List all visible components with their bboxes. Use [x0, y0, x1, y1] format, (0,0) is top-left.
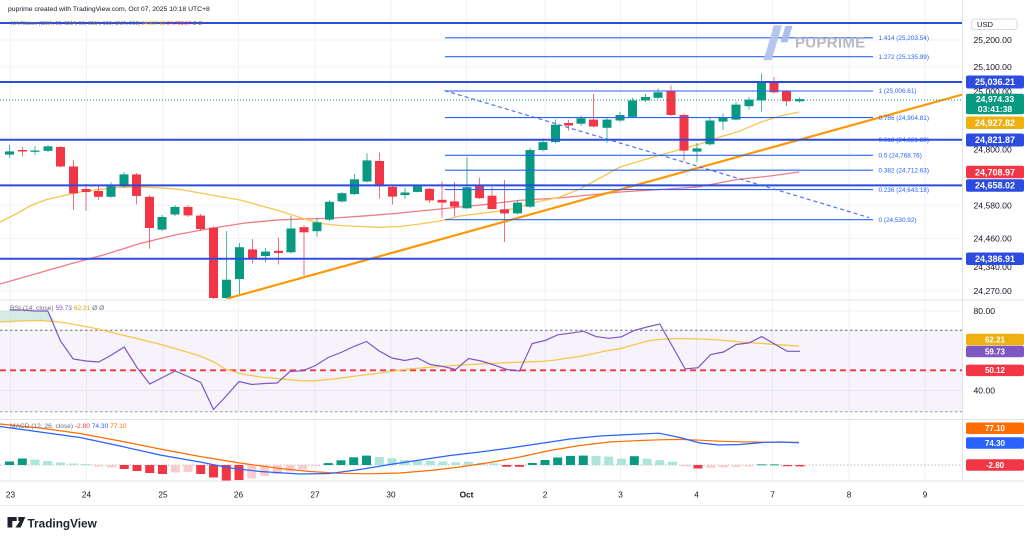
- svg-text:24,340.00: 24,340.00: [974, 262, 1012, 272]
- svg-text:MA Ribbon (SMA, 20, SMA, 50, S: MA Ribbon (SMA, 20, SMA, 50, SMA, 100, S…: [11, 21, 203, 27]
- svg-text:-2.80: -2.80: [986, 461, 1005, 470]
- svg-text:7: 7: [770, 490, 775, 500]
- svg-text:MACD (12, 26, close) -2.80 74.: MACD (12, 26, close) -2.80 74.30 77.10: [10, 423, 127, 430]
- svg-text:24,460.00: 24,460.00: [974, 234, 1012, 244]
- svg-text:23: 23: [6, 490, 16, 500]
- svg-text:40.00: 40.00: [974, 386, 996, 396]
- svg-text:24,708.97: 24,708.97: [975, 167, 1015, 177]
- svg-text:24,386.91: 24,386.91: [975, 254, 1015, 264]
- svg-text:27: 27: [310, 490, 320, 500]
- svg-text:PUPRIME: PUPRIME: [795, 35, 865, 52]
- svg-text:24,580.00: 24,580.00: [974, 200, 1012, 210]
- svg-text:77.10: 77.10: [985, 424, 1006, 433]
- svg-text:25,000.00: 25,000.00: [974, 87, 1012, 97]
- svg-text:2: 2: [543, 490, 548, 500]
- svg-text:74.30: 74.30: [985, 439, 1006, 448]
- svg-text:24,974.33: 24,974.33: [976, 94, 1014, 104]
- svg-text:3: 3: [618, 490, 623, 500]
- svg-text:0.5 (24,768.76): 0.5 (24,768.76): [879, 153, 922, 160]
- svg-text:0 (24,530.92): 0 (24,530.92): [879, 217, 917, 224]
- svg-text:59.73: 59.73: [985, 347, 1006, 356]
- svg-text:puprime created with TradingVi: puprime created with TradingView.com, Oc…: [8, 6, 210, 13]
- svg-text:62.21: 62.21: [985, 335, 1006, 344]
- svg-text:0.236 (24,643.18): 0.236 (24,643.18): [879, 187, 929, 194]
- svg-text:0.786 (24,904.81): 0.786 (24,904.81): [879, 115, 929, 122]
- svg-text:TradingView: TradingView: [28, 517, 98, 531]
- svg-text:24,800.00: 24,800.00: [974, 145, 1012, 155]
- svg-text:24: 24: [82, 490, 92, 500]
- svg-text:USD: USD: [977, 20, 994, 29]
- svg-text:26: 26: [234, 490, 244, 500]
- svg-text:24,658.02: 24,658.02: [975, 181, 1015, 191]
- svg-text:1.414 (25,203.54): 1.414 (25,203.54): [879, 35, 929, 42]
- svg-text:9: 9: [923, 490, 928, 500]
- svg-text:25: 25: [158, 490, 168, 500]
- svg-text:25,100.00: 25,100.00: [974, 62, 1012, 72]
- svg-text:1.272 (25,135.99): 1.272 (25,135.99): [879, 54, 929, 61]
- svg-text:80.00: 80.00: [974, 306, 996, 316]
- svg-text:Oct: Oct: [460, 490, 474, 500]
- svg-text:1 (25,006.61): 1 (25,006.61): [879, 88, 917, 95]
- svg-text:50.12: 50.12: [985, 366, 1006, 375]
- svg-text:4: 4: [694, 490, 699, 500]
- svg-text:8: 8: [847, 490, 852, 500]
- svg-text:25,200.00: 25,200.00: [974, 35, 1012, 45]
- svg-text:24,270.00: 24,270.00: [974, 286, 1012, 296]
- svg-text:24,927.82: 24,927.82: [975, 118, 1015, 128]
- svg-text:0.382 (24,712.63): 0.382 (24,712.63): [879, 167, 929, 174]
- svg-text:RSI (14, close) 59.73 62.21 Ø: RSI (14, close) 59.73 62.21 Ø Ø: [10, 305, 104, 312]
- svg-text:24,821.87: 24,821.87: [975, 135, 1015, 145]
- svg-text:25,036.21: 25,036.21: [975, 77, 1015, 87]
- svg-text:30: 30: [386, 490, 396, 500]
- svg-text:03:41:38: 03:41:38: [978, 104, 1013, 114]
